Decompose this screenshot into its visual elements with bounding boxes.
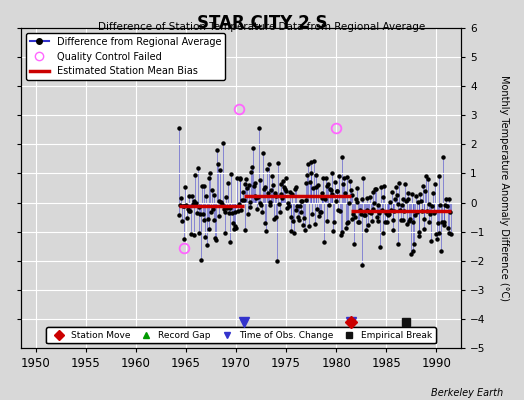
- Text: Berkeley Earth: Berkeley Earth: [431, 388, 503, 398]
- Text: STAR CITY 2 S: STAR CITY 2 S: [196, 14, 328, 32]
- Text: Difference of Station Temperature Data from Regional Average: Difference of Station Temperature Data f…: [99, 22, 425, 32]
- Y-axis label: Monthly Temperature Anomaly Difference (°C): Monthly Temperature Anomaly Difference (…: [499, 75, 509, 301]
- Legend: Station Move, Record Gap, Time of Obs. Change, Empirical Break: Station Move, Record Gap, Time of Obs. C…: [46, 327, 436, 344]
